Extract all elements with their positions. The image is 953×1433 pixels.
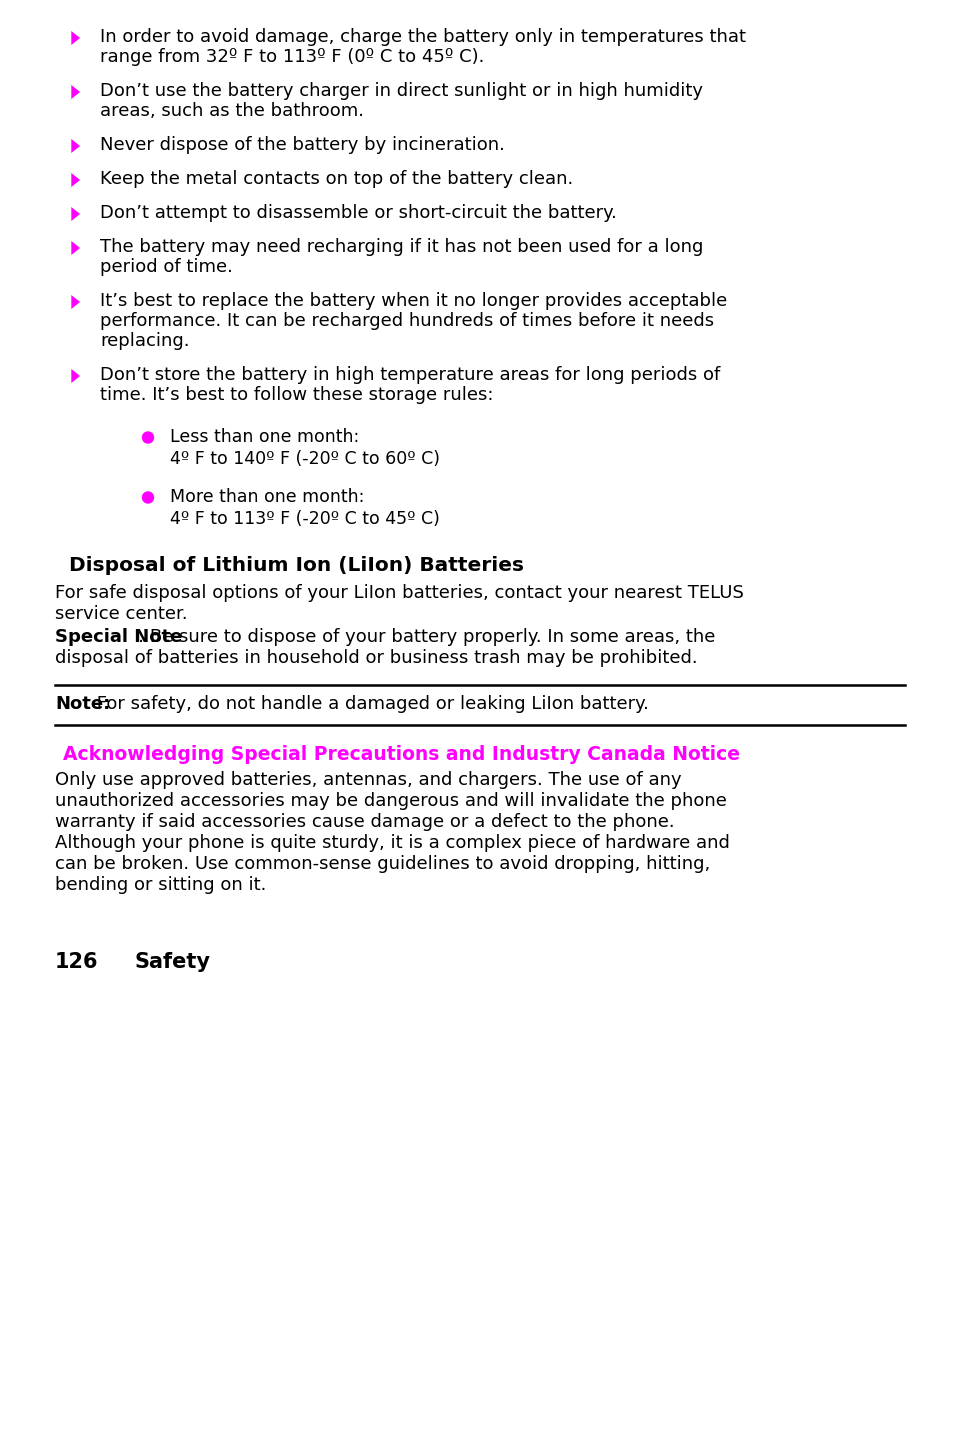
Text: replacing.: replacing. (100, 332, 190, 350)
Text: Keep the metal contacts on top of the battery clean.: Keep the metal contacts on top of the ba… (100, 171, 573, 188)
Polygon shape (71, 295, 80, 310)
Text: Don’t attempt to disassemble or short-circuit the battery.: Don’t attempt to disassemble or short-ci… (100, 203, 617, 222)
Text: Don’t use the battery charger in direct sunlight or in high humidity: Don’t use the battery charger in direct … (100, 82, 702, 100)
Polygon shape (71, 32, 80, 44)
Polygon shape (71, 85, 80, 99)
Circle shape (142, 431, 153, 443)
Text: Acknowledging Special Precautions and Industry Canada Notice: Acknowledging Special Precautions and In… (63, 745, 740, 764)
Text: time. It’s best to follow these storage rules:: time. It’s best to follow these storage … (100, 385, 493, 404)
Text: 126: 126 (55, 952, 98, 972)
Text: For safe disposal options of your LiIon batteries, contact your nearest TELUS: For safe disposal options of your LiIon … (55, 585, 743, 602)
Polygon shape (71, 241, 80, 255)
Polygon shape (71, 206, 80, 221)
Text: Safety: Safety (135, 952, 211, 972)
Text: Note:: Note: (55, 695, 111, 714)
Text: Don’t store the battery in high temperature areas for long periods of: Don’t store the battery in high temperat… (100, 365, 720, 384)
Text: Disposal of Lithium Ion (LiIon) Batteries: Disposal of Lithium Ion (LiIon) Batterie… (69, 556, 523, 575)
Text: Although your phone is quite sturdy, it is a complex piece of hardware and: Although your phone is quite sturdy, it … (55, 834, 729, 853)
Text: 4º F to 113º F (-20º C to 45º C): 4º F to 113º F (-20º C to 45º C) (170, 510, 439, 527)
Text: period of time.: period of time. (100, 258, 233, 277)
Polygon shape (71, 370, 80, 383)
Text: More than one month:: More than one month: (170, 489, 364, 506)
Text: service center.: service center. (55, 605, 188, 623)
Text: Only use approved batteries, antennas, and chargers. The use of any: Only use approved batteries, antennas, a… (55, 771, 680, 790)
Text: unauthorized accessories may be dangerous and will invalidate the phone: unauthorized accessories may be dangerou… (55, 792, 726, 810)
Text: Never dispose of the battery by incineration.: Never dispose of the battery by incinera… (100, 136, 504, 153)
Text: 4º F to 140º F (-20º C to 60º C): 4º F to 140º F (-20º C to 60º C) (170, 450, 439, 469)
Text: warranty if said accessories cause damage or a defect to the phone.: warranty if said accessories cause damag… (55, 813, 674, 831)
Text: performance. It can be recharged hundreds of times before it needs: performance. It can be recharged hundred… (100, 312, 714, 330)
Text: range from 32º F to 113º F (0º C to 45º C).: range from 32º F to 113º F (0º C to 45º … (100, 47, 484, 66)
Text: : Be sure to dispose of your battery properly. In some areas, the: : Be sure to dispose of your battery pro… (138, 628, 715, 646)
Circle shape (142, 492, 153, 503)
Text: Less than one month:: Less than one month: (170, 428, 359, 446)
Text: For safety, do not handle a damaged or leaking LiIon battery.: For safety, do not handle a damaged or l… (91, 695, 648, 714)
Text: The battery may need recharging if it has not been used for a long: The battery may need recharging if it ha… (100, 238, 702, 257)
Text: It’s best to replace the battery when it no longer provides acceptable: It’s best to replace the battery when it… (100, 292, 726, 310)
Polygon shape (71, 173, 80, 186)
Polygon shape (71, 139, 80, 153)
Text: disposal of batteries in household or business trash may be prohibited.: disposal of batteries in household or bu… (55, 649, 697, 666)
Text: areas, such as the bathroom.: areas, such as the bathroom. (100, 102, 364, 120)
Text: can be broken. Use common-sense guidelines to avoid dropping, hitting,: can be broken. Use common-sense guidelin… (55, 856, 709, 873)
Text: bending or sitting on it.: bending or sitting on it. (55, 876, 266, 894)
Text: Special Note: Special Note (55, 628, 182, 646)
Text: In order to avoid damage, charge the battery only in temperatures that: In order to avoid damage, charge the bat… (100, 29, 745, 46)
